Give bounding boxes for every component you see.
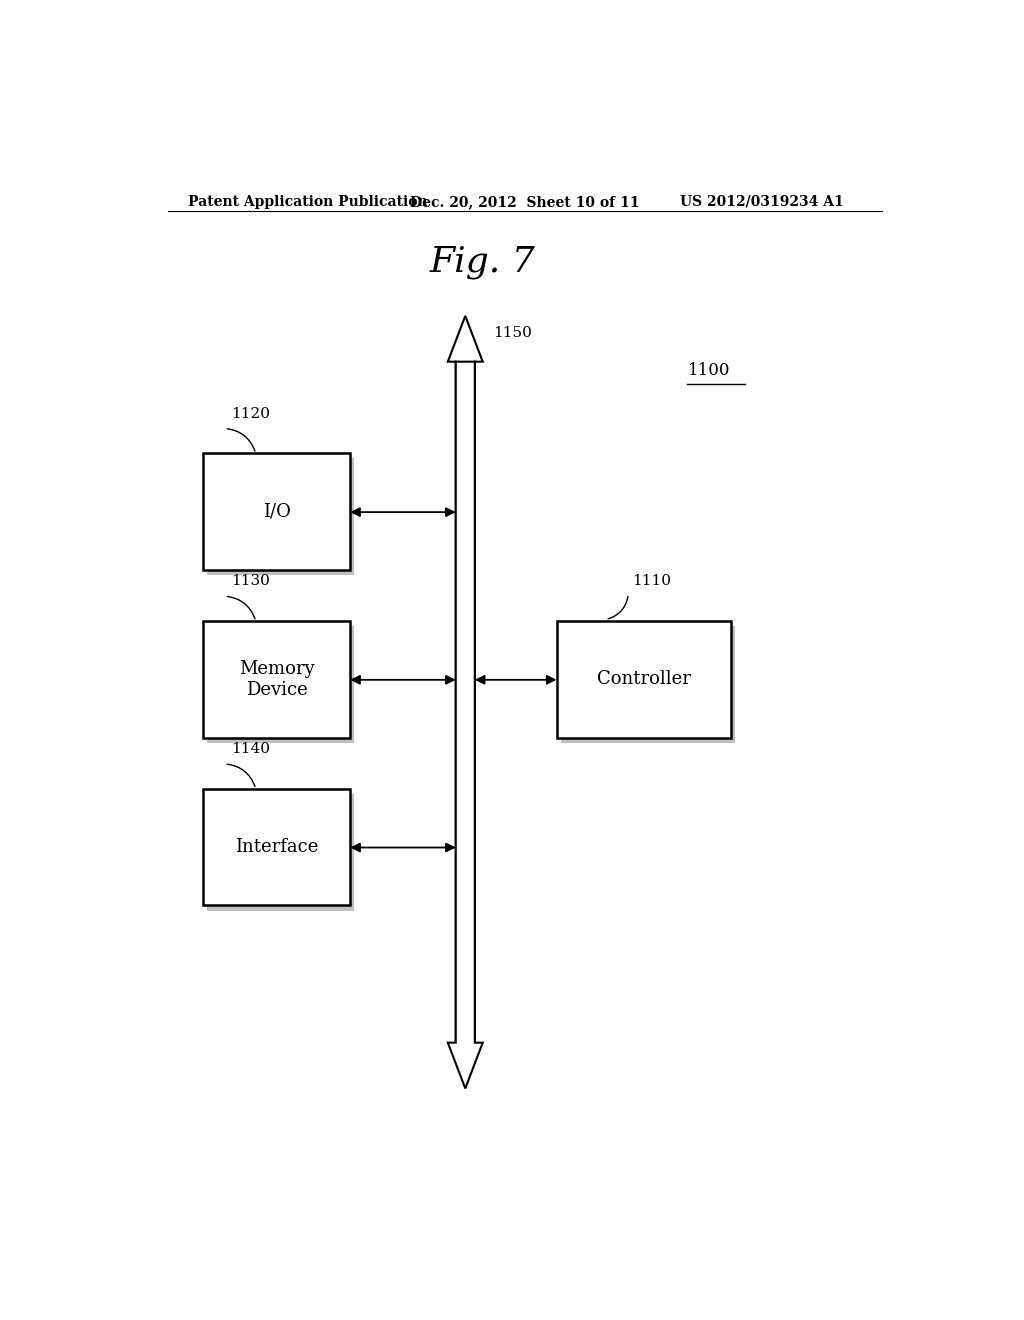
Polygon shape — [447, 315, 482, 1043]
Bar — [204, 788, 350, 906]
Bar — [204, 453, 350, 570]
Text: Memory
Device: Memory Device — [239, 660, 314, 698]
Text: 1150: 1150 — [494, 326, 531, 341]
Text: I/O: I/O — [263, 503, 291, 520]
Bar — [204, 620, 350, 738]
Text: 1140: 1140 — [231, 742, 270, 756]
Text: 1100: 1100 — [687, 362, 730, 379]
Text: 1120: 1120 — [231, 407, 270, 421]
Bar — [207, 626, 354, 743]
Text: Fig. 7: Fig. 7 — [430, 244, 536, 279]
Text: Controller: Controller — [597, 671, 691, 688]
Text: Interface: Interface — [236, 838, 318, 855]
Bar — [207, 458, 354, 576]
Bar — [557, 620, 731, 738]
Text: 1130: 1130 — [231, 574, 270, 589]
Text: Patent Application Publication: Patent Application Publication — [187, 195, 427, 209]
Polygon shape — [447, 362, 482, 1089]
Text: Dec. 20, 2012  Sheet 10 of 11: Dec. 20, 2012 Sheet 10 of 11 — [410, 195, 639, 209]
Bar — [207, 793, 354, 911]
Text: US 2012/0319234 A1: US 2012/0319234 A1 — [680, 195, 844, 209]
Bar — [560, 626, 735, 743]
Text: 1110: 1110 — [632, 574, 671, 589]
